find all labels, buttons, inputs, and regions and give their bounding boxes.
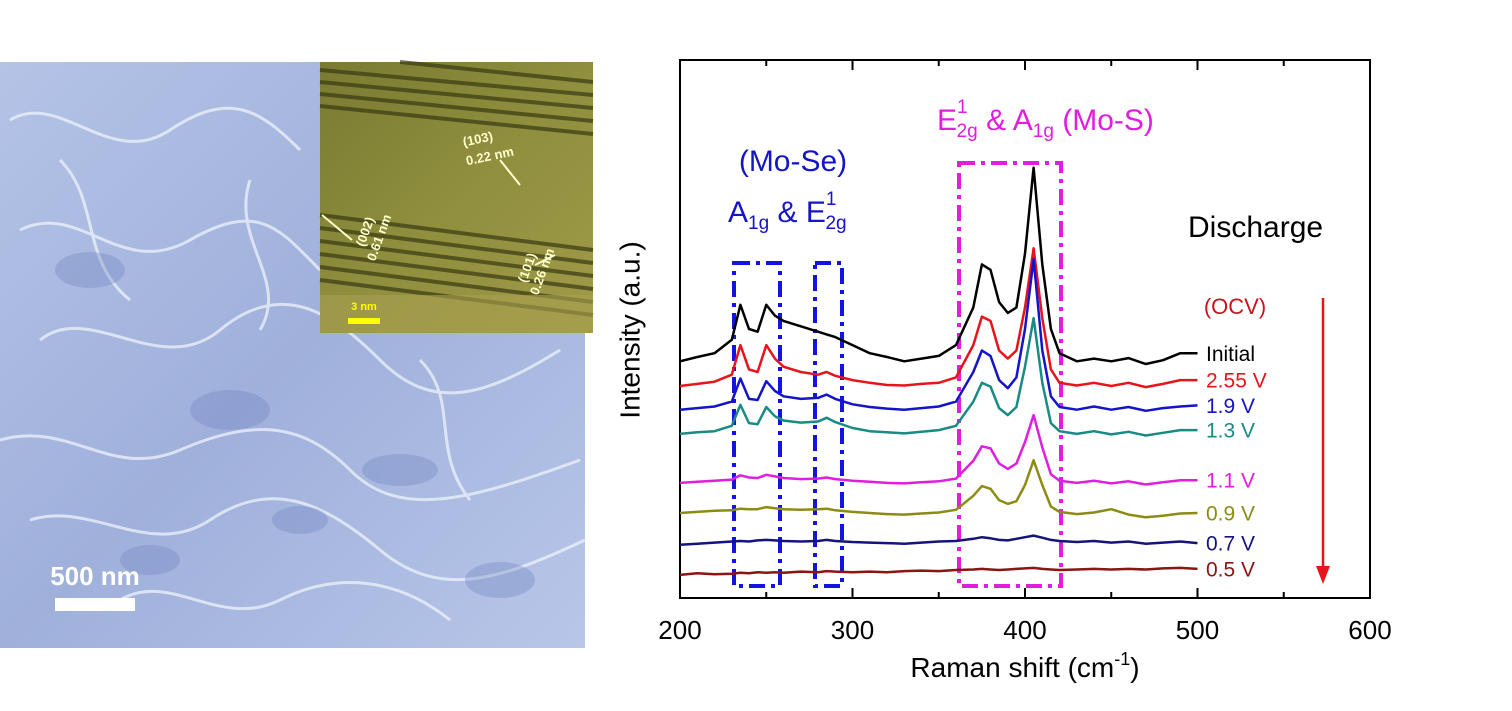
annotation-part: 1 xyxy=(957,97,968,118)
x-axis-label-part: -1 xyxy=(1114,649,1130,669)
y-axis-label: Intensity (a.u.) xyxy=(614,241,645,418)
series-label: 0.7 V xyxy=(1206,533,1255,556)
tem-scale-label: 3 nm xyxy=(351,301,377,313)
series-label: 2.55 V xyxy=(1206,370,1267,393)
series-label: 0.9 V xyxy=(1206,503,1255,526)
series-label: 1.1 V xyxy=(1206,470,1255,493)
annotation: A1g & E1 2g xyxy=(728,189,847,234)
plane-index: (103) xyxy=(461,128,494,149)
annotation-part: A xyxy=(728,196,748,229)
highlight-boxes xyxy=(732,161,1063,588)
series-line xyxy=(679,166,1198,366)
series-line xyxy=(679,534,1198,546)
series-label: 0.5 V xyxy=(1206,558,1255,581)
series-line xyxy=(679,257,1198,413)
annotation: E1 2g & A1g (Mo-S) xyxy=(937,97,1154,142)
annotation: (OCV) xyxy=(1204,294,1266,319)
annotation: (Mo-Se) xyxy=(739,145,847,178)
series-line xyxy=(679,566,1198,577)
x-tick-label: 500 xyxy=(1176,615,1219,645)
x-tick-label: 400 xyxy=(1003,615,1046,645)
series-line xyxy=(679,316,1198,437)
x-tick-label: 600 xyxy=(1348,615,1391,645)
series-line xyxy=(679,459,1198,519)
annotation-part: 1g xyxy=(1033,121,1054,142)
series-line xyxy=(679,413,1198,486)
annotation-part: 1g xyxy=(748,213,769,234)
series-label: 1.3 V xyxy=(1206,420,1255,443)
annotation: Discharge xyxy=(1188,211,1323,244)
annotation-part: 2g xyxy=(825,213,846,234)
annotation-part: & A xyxy=(978,104,1033,137)
x-axis-label-part: ) xyxy=(1130,652,1139,683)
tem-inset: 3 nm (103) 0.22 nm (002) 0.61 nm (101) 0… xyxy=(319,60,594,333)
x-tick-label: 300 xyxy=(831,615,874,645)
series-label: Initial xyxy=(1206,343,1255,366)
sem-scale-label: 500 nm xyxy=(50,561,140,591)
annotation-part: & E xyxy=(769,196,826,229)
arrow-head xyxy=(1316,566,1330,584)
annotation-part: 1 xyxy=(826,189,837,210)
series-label: 1.9 V xyxy=(1206,395,1255,418)
x-tick-label: 200 xyxy=(658,615,701,645)
x-axis-label: Raman shift (cm-1) xyxy=(910,649,1139,684)
annotation-part: E xyxy=(937,104,957,137)
annotation-part: (Mo-S) xyxy=(1054,104,1154,137)
series-line xyxy=(679,247,1198,389)
x-axis-label-part: Raman shift (cm xyxy=(910,652,1114,683)
annotation-part: 2g xyxy=(957,121,978,142)
